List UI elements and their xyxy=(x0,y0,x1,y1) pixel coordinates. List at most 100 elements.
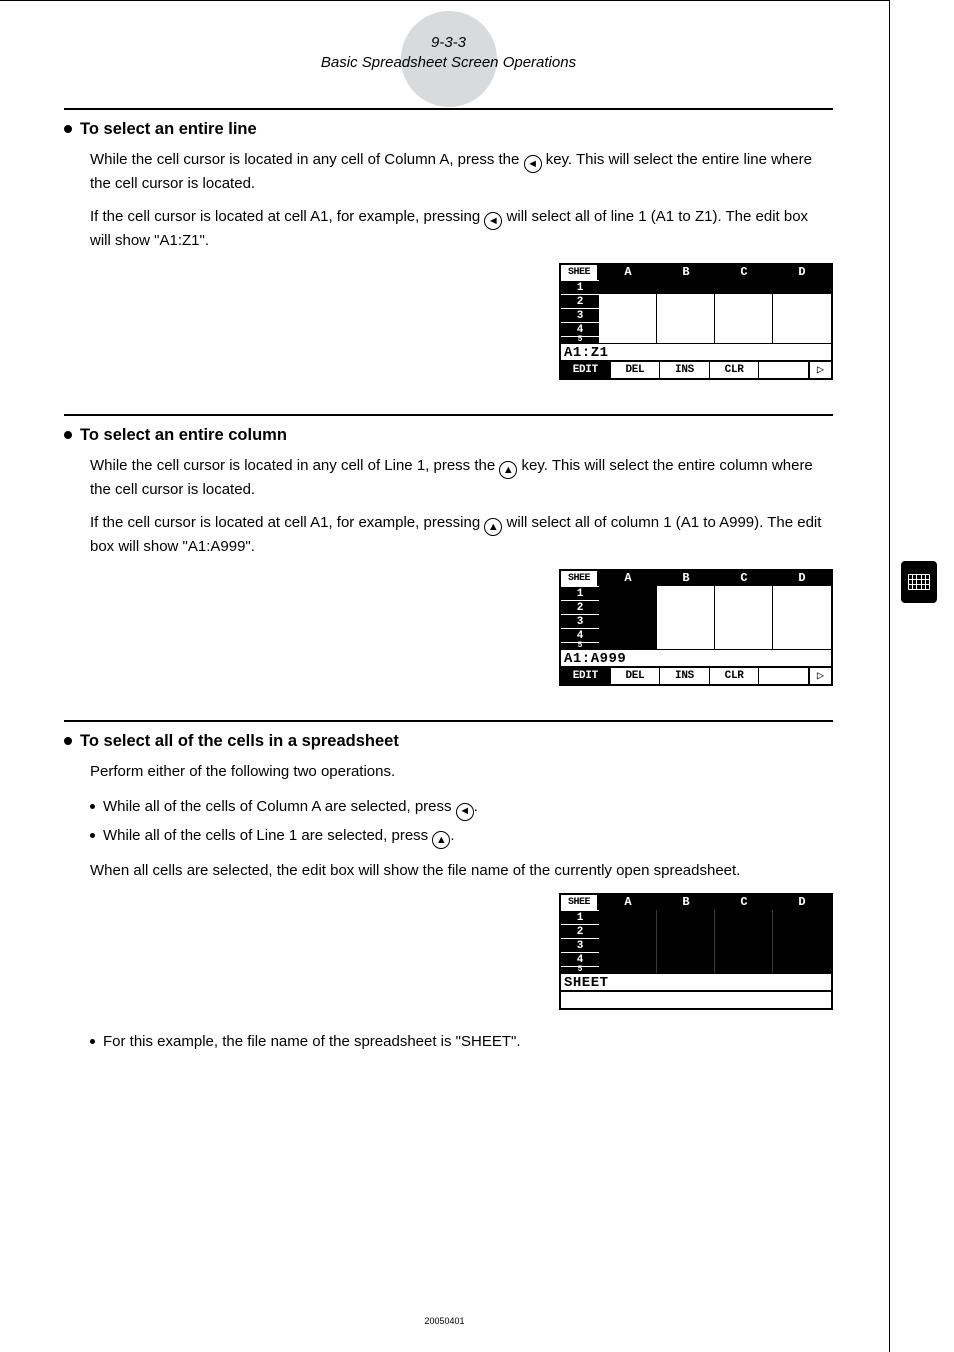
left-key-icon: ◄ xyxy=(524,155,542,173)
calc-menu: EDIT DEL INS CLR ▷ xyxy=(561,666,831,684)
col-header: A xyxy=(599,895,657,910)
col-header: A xyxy=(599,571,657,586)
calc-header-row: SHEE A B C D xyxy=(561,571,831,586)
menu-item: DEL xyxy=(611,362,661,379)
bullet-icon xyxy=(64,737,72,745)
header-text: 9-3-3 Basic Spreadsheet Screen Operation… xyxy=(64,29,833,74)
calc-row: 1 xyxy=(561,586,831,600)
bullet-icon xyxy=(90,804,95,809)
paragraph: While the cell cursor is located in any … xyxy=(90,149,833,196)
calc-screenshot-wrap: SHEE A B C D 1 2 xyxy=(64,569,833,686)
footnote-list: For this example, the file name of the s… xyxy=(90,1028,833,1057)
calc-edit-line: SHEET xyxy=(561,972,831,990)
calc-corner: SHEE xyxy=(561,265,599,280)
col-header: B xyxy=(657,571,715,586)
menu-item xyxy=(759,668,809,685)
calc-row: 4 xyxy=(561,628,831,642)
menu-arrow-icon: ▷ xyxy=(809,668,831,685)
calc-screenshot: SHEE A B C D 1 2 xyxy=(559,263,833,380)
section-rule xyxy=(64,108,833,110)
left-key-icon: ◄ xyxy=(484,212,502,230)
calc-edit-line: A1:A999 xyxy=(561,648,831,666)
calc-row: 3 xyxy=(561,614,831,628)
bullet-icon xyxy=(90,1039,95,1044)
calc-screenshot-wrap: SHEE A B C D 1 2 xyxy=(64,263,833,380)
calc-blank-menu xyxy=(561,990,831,1008)
calc-corner: SHEE xyxy=(561,571,599,586)
paragraph: If the cell cursor is located at cell A1… xyxy=(90,206,833,253)
calc-row: 5 xyxy=(561,966,831,972)
left-key-icon: ◄ xyxy=(456,803,474,821)
bullet-list: While all of the cells of Column A are s… xyxy=(90,793,833,850)
calc-row: 1 xyxy=(561,910,831,924)
calc-corner: SHEE xyxy=(561,895,599,910)
calc-row: 2 xyxy=(561,600,831,614)
list-item: While all of the cells of Line 1 are sel… xyxy=(90,822,833,851)
section-title: To select all of the cells in a spreadsh… xyxy=(64,732,833,751)
section-select-line: To select an entire line While the cell … xyxy=(64,108,833,380)
section-title: To select an entire line xyxy=(64,120,833,139)
calc-row: 2 xyxy=(561,294,831,308)
col-header: C xyxy=(715,571,773,586)
page-ref: 9-3-3 xyxy=(64,33,833,53)
menu-item: EDIT xyxy=(561,668,611,685)
bullet-icon xyxy=(64,125,72,133)
paragraph: Perform either of the following two oper… xyxy=(90,761,833,784)
col-header: A xyxy=(599,265,657,280)
menu-item xyxy=(759,362,809,379)
calc-row: 3 xyxy=(561,938,831,952)
section-rule xyxy=(64,720,833,722)
calc-header-row: SHEE A B C D xyxy=(561,265,831,280)
bullet-icon xyxy=(64,431,72,439)
section-select-all: To select all of the cells in a spreadsh… xyxy=(64,720,833,1057)
up-key-icon: ▲ xyxy=(484,518,502,536)
calc-row: 4 xyxy=(561,952,831,966)
section-title: To select an entire column xyxy=(64,426,833,445)
calc-screenshot: SHEE A B C D 1 2 xyxy=(559,569,833,686)
col-header: D xyxy=(773,895,831,910)
calc-row: 4 xyxy=(561,322,831,336)
menu-item: CLR xyxy=(710,668,760,685)
section-select-column: To select an entire column While the cel… xyxy=(64,414,833,686)
section-title-text: To select all of the cells in a spreadsh… xyxy=(80,732,399,751)
calc-row: 1 xyxy=(561,280,831,294)
calc-menu: EDIT DEL INS CLR ▷ xyxy=(561,360,831,378)
footnote-text: For this example, the file name of the s… xyxy=(103,1028,521,1057)
col-header: B xyxy=(657,265,715,280)
side-tab-icon xyxy=(901,561,937,603)
page: 9-3-3 Basic Spreadsheet Screen Operation… xyxy=(0,0,890,1352)
col-header: C xyxy=(715,265,773,280)
section-title-text: To select an entire line xyxy=(80,120,257,139)
list-item: For this example, the file name of the s… xyxy=(90,1028,833,1057)
menu-arrow-icon: ▷ xyxy=(809,362,831,379)
grid-icon xyxy=(908,574,930,590)
calc-screenshot: SHEE A B C D 1 2 xyxy=(559,893,833,1010)
up-key-icon: ▲ xyxy=(499,461,517,479)
col-header: B xyxy=(657,895,715,910)
bullet-icon xyxy=(90,833,95,838)
calc-row: 5 xyxy=(561,336,831,342)
calc-row: 2 xyxy=(561,924,831,938)
paragraph: If the cell cursor is located at cell A1… xyxy=(90,512,833,559)
menu-item: INS xyxy=(660,362,710,379)
menu-item: DEL xyxy=(611,668,661,685)
calc-row: 5 xyxy=(561,642,831,648)
footer-code: 20050401 xyxy=(424,1316,464,1326)
section-rule xyxy=(64,414,833,416)
paragraph: While the cell cursor is located in any … xyxy=(90,455,833,502)
list-item: While all of the cells of Column A are s… xyxy=(90,793,833,822)
calc-edit-line: A1:Z1 xyxy=(561,342,831,360)
menu-item: INS xyxy=(660,668,710,685)
page-title: Basic Spreadsheet Screen Operations xyxy=(64,53,833,73)
section-title-text: To select an entire column xyxy=(80,426,287,445)
calc-row: 3 xyxy=(561,308,831,322)
page-header: 9-3-3 Basic Spreadsheet Screen Operation… xyxy=(64,29,833,74)
up-key-icon: ▲ xyxy=(432,831,450,849)
col-header: D xyxy=(773,265,831,280)
paragraph: When all cells are selected, the edit bo… xyxy=(90,860,833,883)
col-header: D xyxy=(773,571,831,586)
calc-screenshot-wrap: SHEE A B C D 1 2 xyxy=(64,893,833,1010)
menu-item: EDIT xyxy=(561,362,611,379)
calc-header-row: SHEE A B C D xyxy=(561,895,831,910)
menu-item: CLR xyxy=(710,362,760,379)
